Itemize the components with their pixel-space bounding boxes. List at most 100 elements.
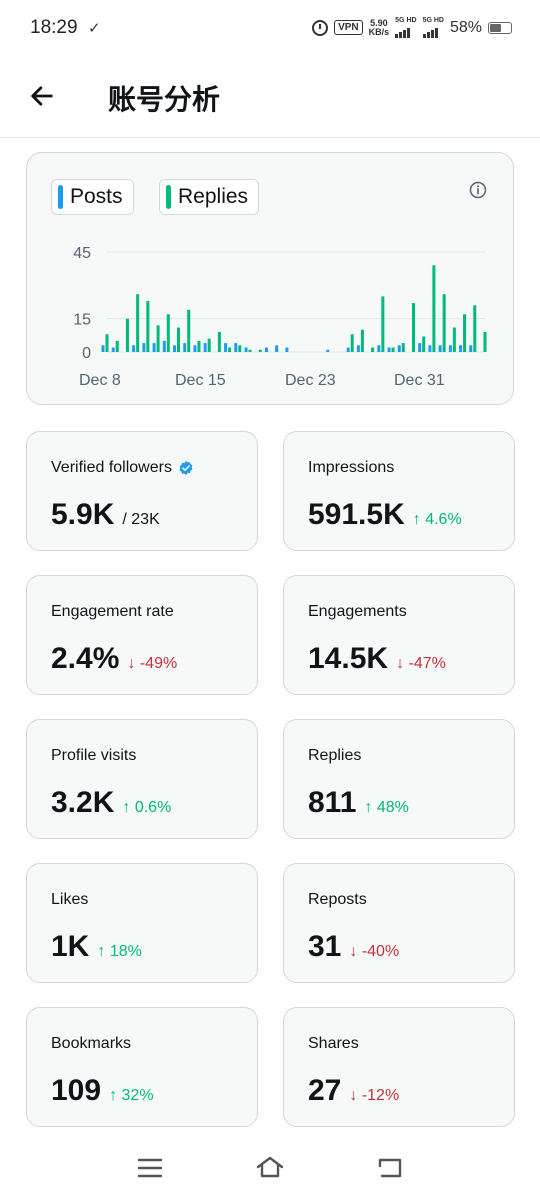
posts-bar <box>387 347 391 352</box>
stat-label-text: Verified followers <box>51 459 172 476</box>
arrow-down-icon: ↓ <box>349 943 358 960</box>
replies-bar <box>432 265 436 352</box>
stat-card-impressions[interactable]: Impressions 591.5K ↑ 4.6% <box>283 431 515 551</box>
stat-card-shares[interactable]: Shares 27 ↓ -12% <box>283 1007 515 1127</box>
stat-delta-value: -12% <box>361 1087 400 1104</box>
stat-label: Profile visits <box>51 747 136 765</box>
stat-card-likes[interactable]: Likes 1K ↑ 18% <box>26 863 258 983</box>
chart-card: 45 15 0 Dec 8 Dec 15 Dec 23 Dec 31 Posts Repli… <box>26 152 514 405</box>
page-title: 账号分析 <box>108 83 221 116</box>
y-tick-label: 45 <box>73 245 91 262</box>
posts-bar <box>264 347 268 352</box>
stat-label: Bookmarks <box>51 1035 131 1053</box>
stat-card-profile-visits[interactable]: Profile visits 3.2K ↑ 0.6% <box>26 719 258 839</box>
posts-bar <box>438 345 442 352</box>
stat-value-row: 5.9K / 23K <box>51 498 160 532</box>
stat-label: Engagement rate <box>51 603 174 621</box>
x-tick-label: Dec 15 <box>175 372 226 389</box>
posts-bar <box>162 340 166 352</box>
replies-bar <box>105 334 109 352</box>
arrow-up-icon: ↑ <box>97 943 106 960</box>
stat-label-text: Shares <box>308 1035 359 1052</box>
legend-posts[interactable]: Posts <box>51 179 134 215</box>
replies-bar <box>156 325 160 352</box>
replies-bar <box>146 300 150 352</box>
posts-bar <box>234 343 238 352</box>
posts-bar <box>448 345 452 352</box>
posts-bar <box>326 349 330 352</box>
legend-replies-swatch <box>166 185 171 209</box>
battery-percent: 58% <box>449 18 482 36</box>
stat-card-verified-followers[interactable]: Verified followers 5.9K / 23K <box>26 431 258 551</box>
posts-bar <box>377 345 381 352</box>
stat-delta: ↑ 18% <box>97 943 141 961</box>
stat-card-engagements[interactable]: Engagements 14.5K ↓ -47% <box>283 575 515 695</box>
stat-delta-value: -49% <box>139 655 178 672</box>
replies-bar <box>125 318 129 352</box>
vpn-badge: VPN <box>334 20 363 35</box>
legend-replies[interactable]: Replies <box>159 179 260 215</box>
return-icon <box>378 1158 402 1178</box>
back-button[interactable] <box>22 76 62 116</box>
stat-value-row: 109 ↑ 32% <box>51 1074 154 1108</box>
stat-label-text: Replies <box>308 747 362 764</box>
home-button[interactable] <box>255 1153 285 1183</box>
stat-label: Likes <box>51 891 88 909</box>
replies-bar <box>248 349 252 352</box>
replies-bar <box>228 347 232 352</box>
stat-card-replies[interactable]: Replies 811 ↑ 48% <box>283 719 515 839</box>
stat-value-row: 811 ↑ 48% <box>308 786 409 820</box>
replies-bar <box>411 303 415 352</box>
stat-card-engagement-rate[interactable]: Engagement rate 2.4% ↓ -49% <box>26 575 258 695</box>
posts-bar <box>285 347 289 352</box>
stat-card-reposts[interactable]: Reposts 31 ↓ -40% <box>283 863 515 983</box>
replies-bar <box>483 332 487 352</box>
net-speed: 5.90 KB/s <box>368 17 390 37</box>
replies-bar <box>166 314 170 352</box>
posts-bar <box>459 345 463 352</box>
stat-value-row: 14.5K ↓ -47% <box>308 642 446 676</box>
stat-label: Engagements <box>308 603 407 621</box>
replies-bar <box>217 332 221 352</box>
replies-bar <box>463 314 467 352</box>
stat-delta-value: 32% <box>121 1087 154 1104</box>
posts-bar <box>132 345 136 352</box>
status-time: 18:29 <box>30 17 78 38</box>
stat-delta: ↓ -12% <box>349 1087 399 1105</box>
battery-icon <box>488 21 512 34</box>
posts-bar <box>275 345 279 352</box>
posts-bar <box>183 343 187 352</box>
stat-card-bookmarks[interactable]: Bookmarks 109 ↑ 32% <box>26 1007 258 1127</box>
battery-level <box>490 23 501 32</box>
back-nav-button[interactable] <box>375 1153 405 1183</box>
stat-delta: ↑ 48% <box>364 799 408 817</box>
replies-bar <box>350 334 354 352</box>
verified-badge-icon <box>179 461 193 475</box>
stat-value-row: 3.2K ↑ 0.6% <box>51 786 171 820</box>
arrow-left-icon <box>31 86 53 106</box>
stat-label: Replies <box>308 747 361 765</box>
x-tick-label: Dec 31 <box>394 372 445 389</box>
stat-delta: ↑ 4.6% <box>413 511 462 529</box>
stat-delta-value: 48% <box>376 799 409 816</box>
stat-value: 1K <box>51 930 90 963</box>
posts-bar <box>244 347 248 352</box>
stat-value: 591.5K <box>308 498 405 531</box>
stat-value-row: 591.5K ↑ 4.6% <box>308 498 462 532</box>
posts-bar <box>203 343 207 352</box>
stat-delta-value: 4.6% <box>425 511 462 528</box>
info-icon[interactable] <box>469 181 487 199</box>
posts-bar <box>101 345 105 352</box>
stat-value: 811 <box>308 786 357 819</box>
arrow-up-icon: ↑ <box>122 799 131 816</box>
stat-label-text: Engagement rate <box>51 603 174 620</box>
stat-label-text: Likes <box>51 891 89 908</box>
stat-delta-value: -40% <box>361 943 400 960</box>
y-tick-label: 0 <box>82 345 91 362</box>
posts-bar <box>397 345 401 352</box>
stat-label-text: Reposts <box>308 891 367 908</box>
status-bar: 18:29 ✓ VPN 5.90 KB/s 5G HD 5G HD 58% <box>0 0 540 58</box>
menu-button[interactable] <box>135 1153 165 1183</box>
stat-label-text: Engagements <box>308 603 407 620</box>
stat-value: 109 <box>51 1074 102 1107</box>
